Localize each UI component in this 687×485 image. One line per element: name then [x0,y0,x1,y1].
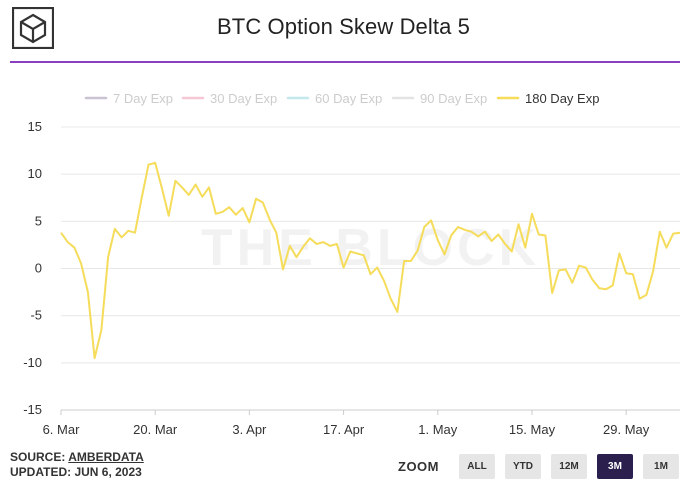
zoom-all-button[interactable]: ALL [459,453,495,479]
y-tick-label: 5 [35,213,42,228]
y-tick-label: -5 [30,308,42,323]
chart-header: BTC Option Skew Delta 5 [0,0,687,62]
legend-item: 180 Day Exp [525,91,599,106]
x-tick-label: 20. Mar [133,422,178,437]
zoom-controls: ZOOM ALL YTD 12M 3M 1M [398,453,679,479]
zoom-12m-button[interactable]: 12M [551,453,587,479]
zoom-ytd-button[interactable]: YTD [505,453,541,479]
x-tick-label: 3. Apr [232,422,267,437]
source-label: SOURCE: [10,450,66,464]
source-link[interactable]: AMBERDATA [68,450,144,464]
y-tick-label: -10 [23,355,42,370]
legend-item: 30 Day Exp [210,91,277,106]
updated-date: UPDATED: JUN 6, 2023 [10,465,142,479]
legend-item: 60 Day Exp [315,91,382,106]
y-tick-label: 15 [28,119,42,134]
x-tick-label: 17. Apr [323,422,365,437]
zoom-3m-button[interactable]: 3M [597,453,633,479]
the-block-logo-icon [12,7,54,49]
header-divider [10,61,680,63]
y-tick-label: 0 [35,261,42,276]
legend-item: 7 Day Exp [113,91,173,106]
footer-source: SOURCE: AMBERDATA UPDATED: JUN 6, 2023 [10,450,144,480]
x-tick-label: 6. Mar [43,422,81,437]
zoom-label: ZOOM [398,458,439,474]
x-tick-label: 15. May [509,422,556,437]
zoom-1m-button[interactable]: 1M [643,453,679,479]
y-tick-label: 10 [28,166,42,181]
x-tick-label: 29. May [603,422,650,437]
chart-title: BTC Option Skew Delta 5 [217,14,470,39]
y-tick-label: -15 [23,402,42,417]
legend-item: 90 Day Exp [420,91,487,106]
x-tick-label: 1. May [418,422,458,437]
